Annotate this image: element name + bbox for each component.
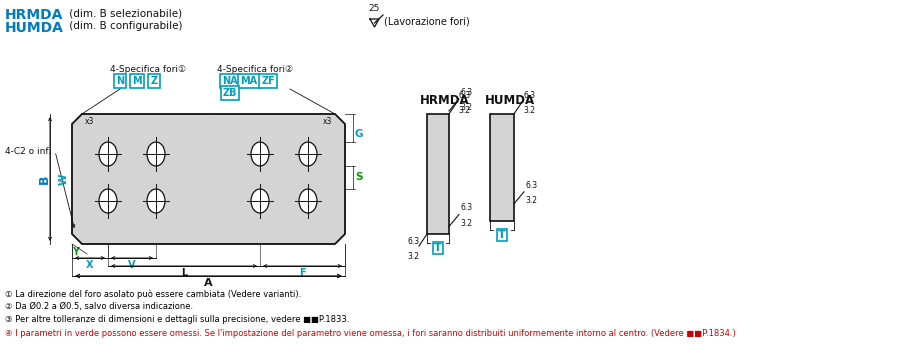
Text: 4-Specifica fori①: 4-Specifica fori① — [110, 65, 186, 74]
Text: W: W — [59, 173, 69, 185]
Text: (dim. B configurabile): (dim. B configurabile) — [66, 21, 183, 31]
Text: 3.2: 3.2 — [460, 218, 472, 228]
Text: HRMDA: HRMDA — [420, 95, 470, 107]
Text: x3: x3 — [323, 118, 332, 126]
Text: ZF: ZF — [261, 76, 275, 86]
Text: G: G — [355, 129, 363, 139]
Text: 6.3: 6.3 — [407, 237, 420, 246]
Text: S: S — [355, 172, 362, 183]
Text: ④ I parametri in verde possono essere omessi. Se l'impostazione del parametro vi: ④ I parametri in verde possono essere om… — [5, 329, 736, 339]
Text: ③ Per altre tolleranze di dimensioni e dettagli sulla precisione, vedere ■■P.183: ③ Per altre tolleranze di dimensioni e d… — [5, 315, 349, 325]
Text: 6.3: 6.3 — [460, 203, 472, 213]
Text: M: M — [132, 76, 142, 86]
Text: 4-C2 o inf.: 4-C2 o inf. — [5, 147, 51, 156]
Text: ① La direzione del foro asolato può essere cambiata (Vedere varianti).: ① La direzione del foro asolato può esse… — [5, 289, 301, 299]
Bar — [490, 114, 514, 221]
Text: 3.2: 3.2 — [525, 196, 537, 205]
Text: Z: Z — [150, 76, 158, 86]
Text: 6.3: 6.3 — [460, 88, 472, 97]
Text: (Lavorazione fori): (Lavorazione fori) — [384, 16, 469, 26]
Text: 25: 25 — [368, 4, 379, 13]
Text: A: A — [204, 278, 213, 288]
Text: (dim. B selezionabile): (dim. B selezionabile) — [66, 8, 183, 18]
Text: ② Da Ø0.2 a Ø0.5, salvo diversa indicazione.: ② Da Ø0.2 a Ø0.5, salvo diversa indicazi… — [5, 303, 193, 312]
Text: HUMDA: HUMDA — [485, 95, 535, 107]
Text: 4-Specifica fori②: 4-Specifica fori② — [217, 65, 293, 74]
Ellipse shape — [251, 142, 269, 166]
Ellipse shape — [251, 189, 269, 213]
Text: 6.3: 6.3 — [525, 181, 538, 190]
Text: ZB: ZB — [223, 88, 237, 98]
Text: F: F — [299, 268, 306, 278]
Text: 3.2: 3.2 — [523, 106, 535, 115]
Text: X: X — [87, 260, 94, 270]
Ellipse shape — [99, 189, 117, 213]
Ellipse shape — [99, 142, 117, 166]
Ellipse shape — [299, 189, 317, 213]
Text: 3.2: 3.2 — [458, 106, 470, 115]
Text: T: T — [434, 243, 442, 253]
Text: N: N — [116, 76, 124, 86]
Ellipse shape — [299, 142, 317, 166]
Text: 6.3: 6.3 — [458, 91, 470, 100]
Polygon shape — [72, 114, 345, 244]
Ellipse shape — [147, 189, 165, 213]
Text: x3: x3 — [85, 118, 94, 126]
Ellipse shape — [147, 142, 165, 166]
Text: NA: NA — [222, 76, 238, 86]
Text: 3.2: 3.2 — [460, 103, 472, 112]
Text: V: V — [128, 260, 136, 270]
Text: Y: Y — [73, 247, 79, 257]
Text: MA: MA — [241, 76, 257, 86]
Text: L: L — [181, 268, 187, 278]
Text: HUMDA: HUMDA — [5, 21, 64, 35]
Text: 3.2: 3.2 — [407, 252, 419, 261]
Bar — [427, 114, 449, 234]
Text: HRMDA: HRMDA — [5, 8, 64, 22]
Text: 6.3: 6.3 — [523, 91, 535, 100]
Text: B: B — [38, 174, 51, 184]
Text: T: T — [498, 230, 506, 240]
